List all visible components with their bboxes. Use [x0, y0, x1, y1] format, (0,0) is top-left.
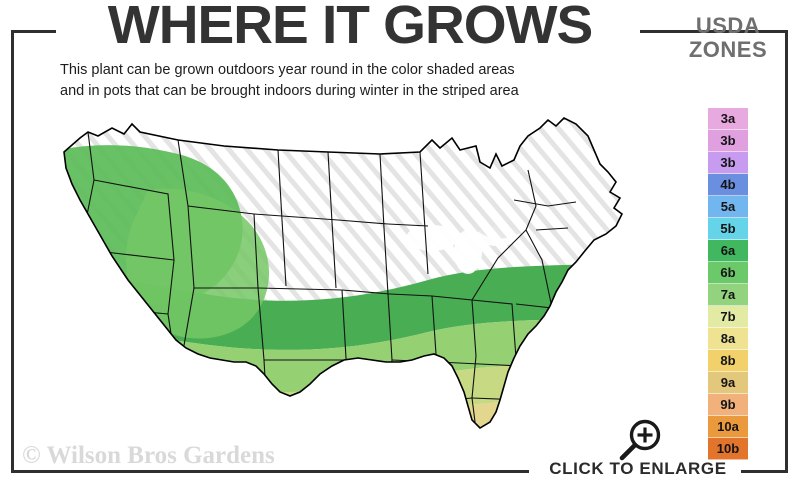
map-graphic	[63, 117, 623, 429]
legend-swatch-6a-6: 6a	[708, 240, 748, 262]
usda-hardiness-map[interactable]	[28, 110, 678, 460]
page-title: WHERE IT GROWS	[107, 0, 594, 55]
legend-swatch-8a-10: 8a	[708, 328, 748, 350]
legend-swatch-3b-1: 3b	[708, 130, 748, 152]
legend-title-line-1: USDA	[695, 13, 761, 38]
legend-swatch-3b-2: 3b	[708, 152, 748, 174]
frame-border-right	[785, 30, 788, 473]
legend-swatch-9a-12: 9a	[708, 372, 748, 394]
subtitle-line-2: and in pots that can be brought indoors …	[60, 83, 519, 99]
page-subtitle: This plant can be grown outdoors year ro…	[60, 60, 640, 102]
frame-border-top-right	[640, 30, 788, 33]
frame-border-top-left	[11, 30, 56, 33]
subtitle-line-1: This plant can be grown outdoors year ro…	[60, 62, 515, 78]
legend-swatch-5b-5: 5b	[708, 218, 748, 240]
map-fill-layer	[64, 118, 622, 428]
watermark: © Wilson Bros Gardens	[22, 442, 275, 469]
legend-swatch-4b-3: 4b	[708, 174, 748, 196]
legend-swatch-9b-13: 9b	[708, 394, 748, 416]
legend-title-line-2: ZONES	[688, 37, 768, 62]
magnifier-plus-icon[interactable]	[614, 418, 666, 464]
legend-swatch-7b-9: 7b	[708, 306, 748, 328]
legend-swatch-5a-4: 5a	[708, 196, 748, 218]
legend-swatch-8b-11: 8b	[708, 350, 748, 372]
click-to-enlarge-label[interactable]: CLICK TO ENLARGE	[549, 459, 727, 478]
usda-zone-legend: 3a 3b 3b 4b 5a 5b 6a 6b 7a 7b 8a 8b 9a 9b 10a 10b	[708, 108, 748, 460]
legend-swatch-10a-14: 10a	[708, 416, 748, 438]
legend-swatch-6b-7: 6b	[708, 262, 748, 284]
legend-swatch-7a-8: 7a	[708, 284, 748, 306]
frame-border-left	[11, 30, 14, 473]
legend-swatch-10b-15: 10b	[708, 438, 748, 460]
frame-border-bottom-right	[741, 470, 788, 473]
legend-title: USDA ZONES	[672, 14, 784, 62]
frame-border-bottom-left	[11, 470, 529, 473]
legend-swatch-3a: 3a	[708, 108, 748, 130]
